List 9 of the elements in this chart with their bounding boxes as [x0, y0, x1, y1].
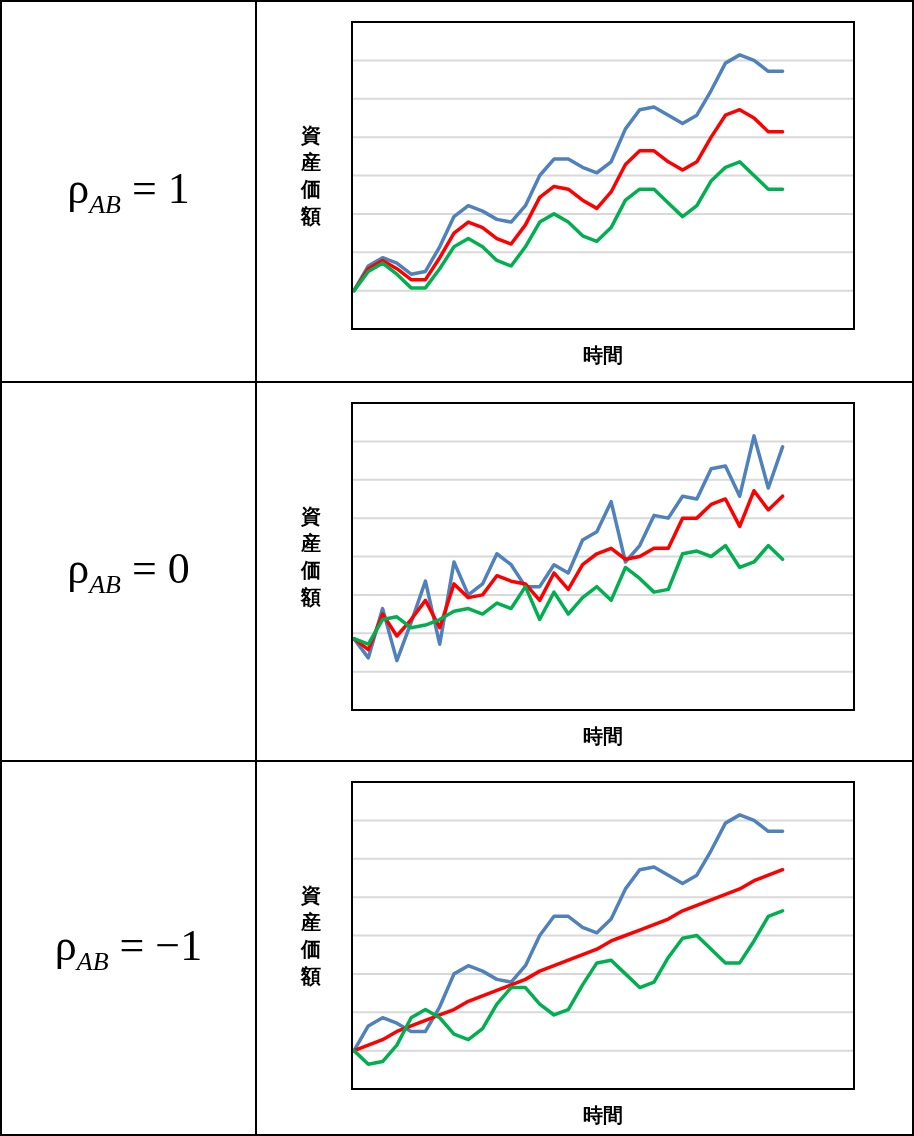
text: ρ$_{AB}$ = −1	[54, 919, 203, 977]
y-axis-title: 資産価額	[300, 503, 321, 609]
x-axis-title: 時間	[583, 1103, 623, 1127]
y-axis-title: 資産価額	[300, 122, 321, 228]
x-axis-title: 時間	[583, 724, 623, 748]
text: ρ$_{AB}$ = 1	[67, 163, 190, 220]
x-axis-title: 時間	[583, 343, 623, 367]
text: ρ$_{AB}$ = 0	[67, 543, 190, 600]
y-axis-title: 資産価額	[300, 882, 321, 988]
